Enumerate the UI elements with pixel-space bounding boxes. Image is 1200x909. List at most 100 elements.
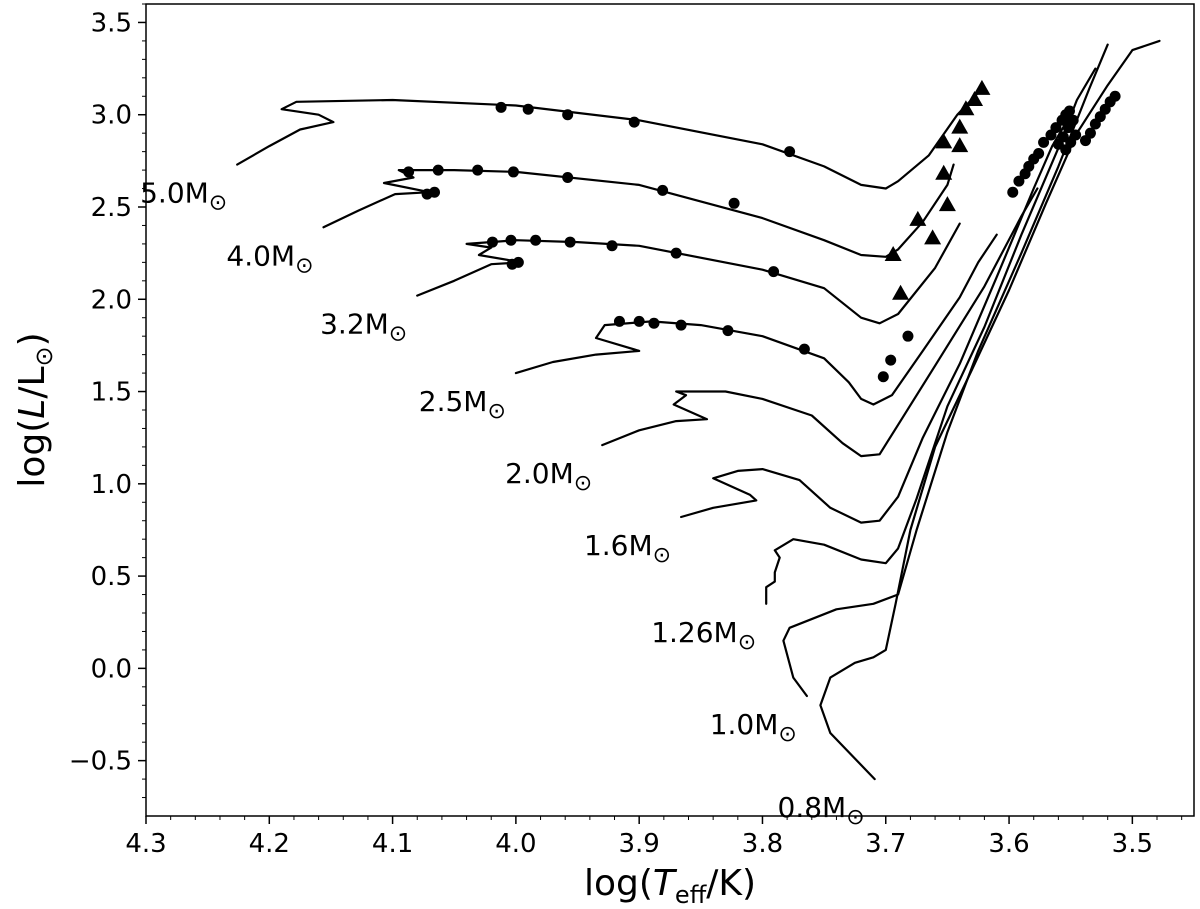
track-label: 2.0M⊙ <box>505 457 592 496</box>
track-line <box>514 233 998 406</box>
track-2-0m: 2.0M⊙ <box>505 136 1050 496</box>
triangle-marker <box>951 118 969 134</box>
triangle-marker <box>973 79 991 95</box>
track-line <box>322 163 955 258</box>
track-line <box>416 222 961 325</box>
track-label: 1.0M⊙ <box>710 708 797 747</box>
y-tick-label: 2.5 <box>91 193 132 223</box>
circle-marker <box>670 247 682 259</box>
circle-marker <box>1007 186 1019 198</box>
circle-marker <box>1084 127 1096 139</box>
triangle-marker <box>951 137 969 153</box>
track-0-8m: 0.8M⊙ <box>778 39 1161 830</box>
track-3-2m: 3.2M⊙ <box>320 222 961 347</box>
circle-marker <box>885 354 897 366</box>
circle-marker <box>613 315 625 327</box>
x-axis-title: log(Teff/K) <box>584 863 756 909</box>
circle-marker <box>675 319 687 331</box>
circle-marker <box>722 325 734 337</box>
x-tick-label: 3.5 <box>1112 829 1153 859</box>
circle-marker <box>784 146 796 158</box>
x-tick-label: 3.6 <box>988 829 1029 859</box>
circle-marker <box>564 236 576 248</box>
circle-marker <box>562 171 574 183</box>
triangle-marker <box>935 164 953 180</box>
track-1-0m: 1.0M⊙ <box>710 43 1109 747</box>
triangle-marker <box>966 90 984 106</box>
circle-marker <box>486 236 498 248</box>
track-label: 1.6M⊙ <box>584 529 671 568</box>
triangle-marker <box>884 245 902 261</box>
triangle-marker <box>935 133 953 149</box>
tick-labels: 4.3 4.2 4.1 4.0 3.9 3.8 3.7 3.6 3.5 −0.5 0.0 0.5 1.0… <box>69 8 1153 859</box>
y-axis-title: log(L/L⊙) <box>12 332 58 487</box>
triangle-marker <box>909 210 927 226</box>
track-label: 3.2M⊙ <box>320 308 407 347</box>
triangle-marker <box>938 196 956 212</box>
y-tick-label: 1.5 <box>91 378 132 408</box>
circle-marker <box>1013 175 1025 187</box>
x-tick-label: 4.2 <box>249 829 290 859</box>
circle-marker <box>1038 136 1050 148</box>
circle-marker <box>628 116 640 128</box>
triangle-marker <box>924 229 942 245</box>
track-label: 1.26M⊙ <box>651 616 756 655</box>
circle-marker <box>728 197 740 209</box>
circle-marker <box>506 258 518 270</box>
track-line <box>819 39 1161 781</box>
circle-marker <box>495 101 507 113</box>
circle-marker <box>432 164 444 176</box>
track-1-6m: 1.6M⊙ <box>584 105 1075 568</box>
track-label: 2.5M⊙ <box>419 385 506 424</box>
y-tick-label: 0.0 <box>91 654 132 684</box>
track-label: 0.8M⊙ <box>778 791 865 830</box>
x-tick-label: 4.3 <box>125 829 166 859</box>
track-line <box>236 91 980 190</box>
circle-marker <box>522 103 534 115</box>
x-tick-label: 3.9 <box>618 829 659 859</box>
plot-content: 5.0M⊙ 4.0M⊙3.2M⊙ 2.5M⊙ 2.0M⊙ 1.6M⊙ 1.26M⊙ 1.0M… <box>140 39 1161 830</box>
circle-marker <box>1033 147 1045 159</box>
circle-marker <box>1109 90 1121 102</box>
track-1-26m: 1.26M⊙ <box>651 67 1097 655</box>
track-label: 4.0M⊙ <box>226 239 313 278</box>
y-tick-label: 3.5 <box>91 8 132 38</box>
track-line <box>765 67 1097 605</box>
track-line <box>601 187 1039 458</box>
circle-marker <box>798 343 810 355</box>
track-4-0m: 4.0M⊙ <box>226 163 956 300</box>
y-tick-label: −0.5 <box>69 747 132 777</box>
axis-ticks <box>138 3 1183 824</box>
x-tick-label: 3.7 <box>865 829 906 859</box>
x-tick-label: 4.1 <box>372 829 413 859</box>
y-tick-label: 2.0 <box>91 285 132 315</box>
circle-marker <box>657 184 669 196</box>
x-tick-label: 3.8 <box>742 829 783 859</box>
y-tick-label: 0.5 <box>91 562 132 592</box>
circle-marker <box>530 234 542 246</box>
circle-marker <box>429 186 441 198</box>
circle-marker <box>1050 122 1062 134</box>
y-tick-label: 1.0 <box>91 470 132 500</box>
circle-marker <box>403 166 415 178</box>
circle-marker <box>562 109 574 121</box>
triangle-marker <box>892 284 910 300</box>
circle-marker <box>648 317 660 329</box>
y-tick-label: 3.0 <box>91 101 132 131</box>
circle-marker <box>505 234 517 246</box>
triangle-marker <box>957 100 975 116</box>
track-label: 5.0M⊙ <box>140 177 227 216</box>
circle-marker <box>768 266 780 278</box>
x-tick-label: 4.0 <box>495 829 536 859</box>
circle-marker <box>606 240 618 252</box>
circle-marker <box>472 164 484 176</box>
circle-marker <box>633 315 645 327</box>
track-2-5m: 2.5M⊙ <box>419 233 998 424</box>
circle-marker <box>902 330 914 342</box>
circle-marker <box>877 371 889 383</box>
track-line <box>680 113 1072 524</box>
track-5-0m: 5.0M⊙ <box>140 79 991 216</box>
circle-marker <box>507 166 519 178</box>
track-line <box>782 43 1109 698</box>
